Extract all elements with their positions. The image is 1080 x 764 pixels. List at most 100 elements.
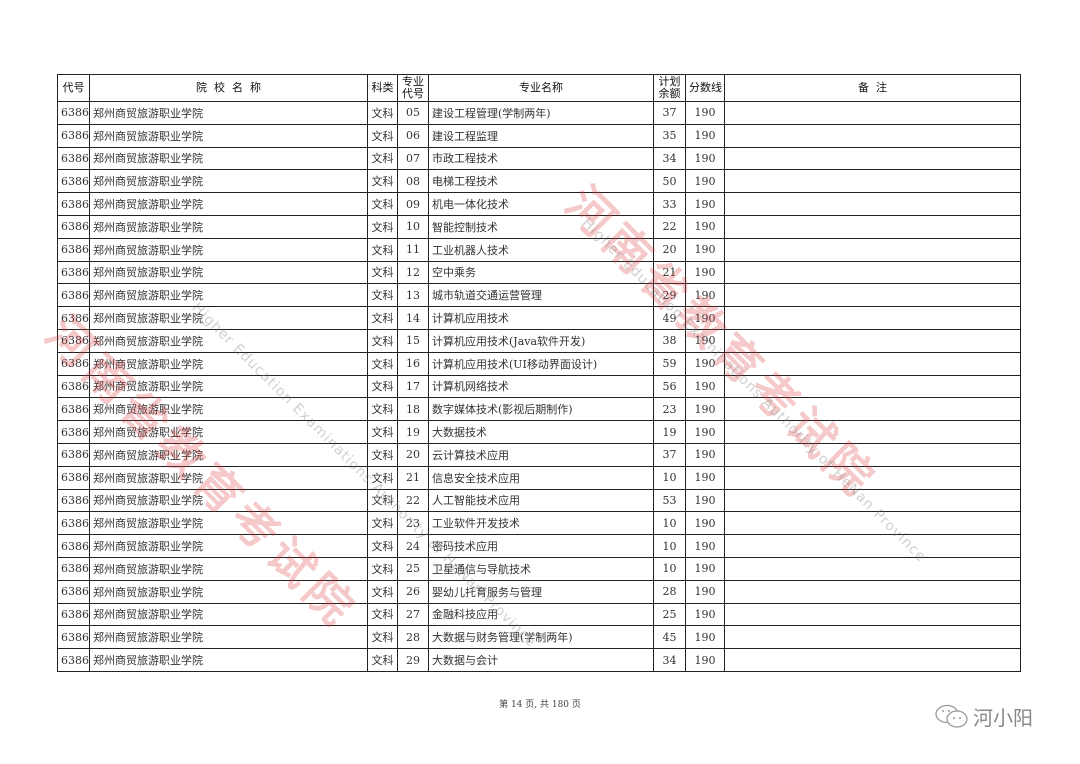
cell-major-code: 17 [397, 374, 429, 399]
header-code: 代号 [57, 74, 90, 102]
cell-category: 文科 [367, 237, 398, 262]
cell-school: 郑州商贸旅游职业学院 [89, 328, 368, 353]
cell-category: 文科 [367, 648, 398, 672]
cell-score: 190 [685, 648, 725, 672]
cell-major-name: 金融科技应用 [428, 602, 654, 627]
cell-major-code: 14 [397, 306, 429, 330]
cell-school: 郑州商贸旅游职业学院 [89, 374, 368, 399]
table-row: 6386 郑州商贸旅游职业学院 文科 22 人工智能技术应用 53 190 [57, 488, 1021, 513]
cell-code: 6386 [57, 169, 90, 194]
wechat-icon [935, 704, 968, 728]
cell-major-name: 大数据与财务管理(学制两年) [428, 625, 654, 650]
cell-score: 190 [685, 579, 725, 604]
cell-major-name: 工业软件开发技术 [428, 511, 654, 536]
cell-major-code: 29 [397, 648, 429, 672]
cell-major-code: 11 [397, 237, 429, 262]
cell-code: 6386 [57, 420, 90, 444]
cell-remark [724, 260, 1021, 285]
cell-major-name: 大数据技术 [428, 420, 654, 444]
cell-code: 6386 [57, 397, 90, 422]
cell-quota: 10 [653, 534, 686, 558]
table-row: 6386 郑州商贸旅游职业学院 文科 21 信息安全技术应用 10 190 [57, 465, 1021, 490]
cell-category: 文科 [367, 374, 398, 399]
cell-category: 文科 [367, 101, 398, 125]
cell-major-name: 卫星通信与导航技术 [428, 556, 654, 581]
cell-remark [724, 625, 1021, 650]
table-row: 6386 郑州商贸旅游职业学院 文科 07 市政工程技术 34 190 [57, 146, 1021, 171]
cell-school: 郑州商贸旅游职业学院 [89, 260, 368, 285]
cell-major-name: 大数据与会计 [428, 648, 654, 672]
header-quota: 计划 余额 [653, 74, 686, 102]
table-body: 6386 郑州商贸旅游职业学院 文科 05 建设工程管理(学制两年) 37 190 6386 郑… [57, 101, 1021, 672]
cell-quota: 37 [653, 442, 686, 467]
cell-category: 文科 [367, 123, 398, 148]
cell-major-code: 05 [397, 101, 429, 125]
cell-code: 6386 [57, 465, 90, 490]
cell-major-code: 21 [397, 465, 429, 490]
cell-major-code: 23 [397, 511, 429, 536]
cell-score: 190 [685, 101, 725, 125]
cell-school: 郑州商贸旅游职业学院 [89, 579, 368, 604]
cell-score: 190 [685, 328, 725, 353]
cell-code: 6386 [57, 306, 90, 330]
cell-code: 6386 [57, 192, 90, 216]
cell-school: 郑州商贸旅游职业学院 [89, 602, 368, 627]
cell-quota: 35 [653, 123, 686, 148]
table-row: 6386 郑州商贸旅游职业学院 文科 05 建设工程管理(学制两年) 37 190 [57, 101, 1021, 125]
cell-remark [724, 648, 1021, 672]
cell-remark [724, 192, 1021, 216]
cell-remark [724, 123, 1021, 148]
cell-remark [724, 283, 1021, 308]
cell-category: 文科 [367, 420, 398, 444]
cell-school: 郑州商贸旅游职业学院 [89, 488, 368, 513]
cell-major-code: 06 [397, 123, 429, 148]
cell-remark [724, 169, 1021, 194]
cell-score: 190 [685, 306, 725, 330]
cell-major-name: 计算机应用技术(UI移动界面设计) [428, 351, 654, 376]
cell-score: 190 [685, 123, 725, 148]
cell-major-code: 10 [397, 214, 429, 239]
cell-school: 郑州商贸旅游职业学院 [89, 101, 368, 125]
cell-category: 文科 [367, 146, 398, 171]
cell-code: 6386 [57, 123, 90, 148]
cell-major-code: 25 [397, 556, 429, 581]
cell-major-code: 22 [397, 488, 429, 513]
cell-quota: 56 [653, 374, 686, 399]
cell-code: 6386 [57, 260, 90, 285]
cell-school: 郑州商贸旅游职业学院 [89, 237, 368, 262]
cell-major-name: 建设工程监理 [428, 123, 654, 148]
table-row: 6386 郑州商贸旅游职业学院 文科 23 工业软件开发技术 10 190 [57, 511, 1021, 536]
cell-code: 6386 [57, 283, 90, 308]
cell-code: 6386 [57, 146, 90, 171]
cell-school: 郑州商贸旅游职业学院 [89, 648, 368, 672]
cell-score: 190 [685, 465, 725, 490]
cell-quota: 20 [653, 237, 686, 262]
table-row: 6386 郑州商贸旅游职业学院 文科 08 电梯工程技术 50 190 [57, 169, 1021, 194]
cell-quota: 10 [653, 556, 686, 581]
cell-code: 6386 [57, 101, 90, 125]
cell-remark [724, 351, 1021, 376]
cell-category: 文科 [367, 214, 398, 239]
table-row: 6386 郑州商贸旅游职业学院 文科 25 卫星通信与导航技术 10 190 [57, 556, 1021, 581]
cell-code: 6386 [57, 214, 90, 239]
cell-quota: 10 [653, 465, 686, 490]
cell-quota: 19 [653, 420, 686, 444]
cell-category: 文科 [367, 260, 398, 285]
cell-remark [724, 579, 1021, 604]
table-row: 6386 郑州商贸旅游职业学院 文科 09 机电一体化技术 33 190 [57, 192, 1021, 216]
table-row: 6386 郑州商贸旅游职业学院 文科 29 大数据与会计 34 190 [57, 648, 1021, 672]
cell-remark [724, 556, 1021, 581]
cell-score: 190 [685, 374, 725, 399]
cell-remark [724, 420, 1021, 444]
cell-quota: 49 [653, 306, 686, 330]
cell-remark [724, 237, 1021, 262]
table-row: 6386 郑州商贸旅游职业学院 文科 16 计算机应用技术(UI移动界面设计) 59 190 [57, 351, 1021, 376]
cell-major-name: 空中乘务 [428, 260, 654, 285]
cell-code: 6386 [57, 625, 90, 650]
cell-major-name: 云计算技术应用 [428, 442, 654, 467]
cell-school: 郑州商贸旅游职业学院 [89, 192, 368, 216]
cell-score: 190 [685, 602, 725, 627]
cell-quota: 10 [653, 511, 686, 536]
cell-quota: 59 [653, 351, 686, 376]
cell-score: 190 [685, 420, 725, 444]
